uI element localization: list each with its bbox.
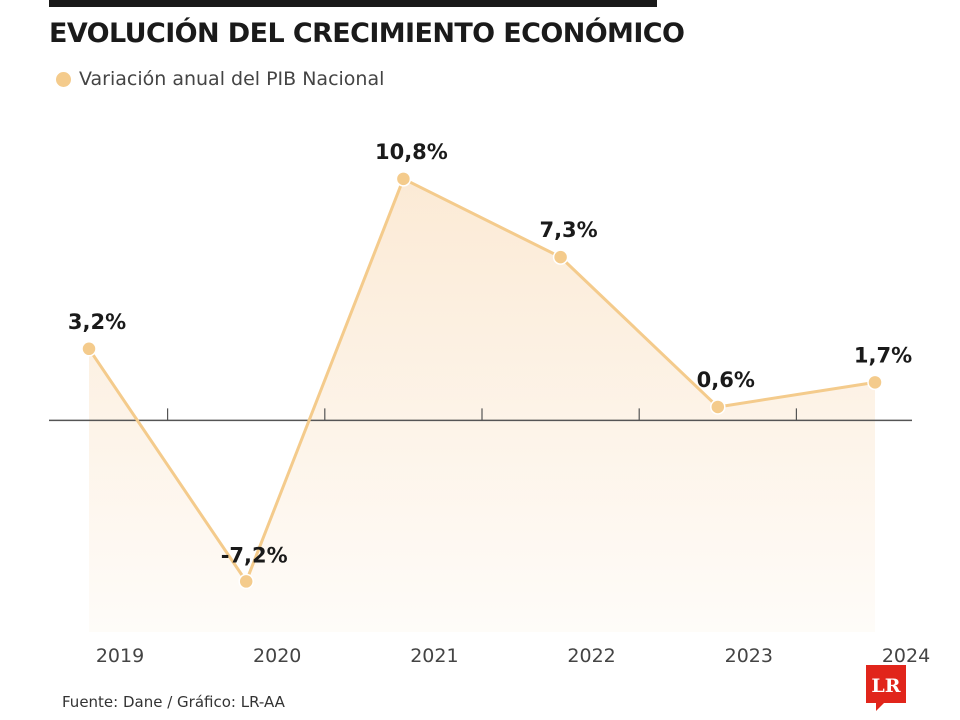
data-point-2023	[710, 399, 726, 415]
x-tick-label-2021: 2021	[410, 645, 458, 667]
area-fill	[89, 178, 875, 632]
data-label-2023: 0,6%	[697, 368, 755, 392]
data-label-2021: 10,8%	[375, 140, 448, 164]
legend: Variación anual del PIB Nacional	[56, 68, 384, 90]
x-tick-label-2024: 2024	[882, 645, 930, 667]
data-label-2024: 1,7%	[854, 343, 912, 367]
legend-label: Variación anual del PIB Nacional	[79, 68, 385, 90]
series-line	[87, 177, 876, 583]
data-label-2020: -7,2%	[221, 543, 288, 567]
x-tick-label-2022: 2022	[567, 645, 615, 667]
data-point-2019	[81, 341, 97, 357]
data-point-2024	[867, 374, 883, 391]
chart-title: EVOLUCIÓN DEL CRECIMIENTO ECONÓMICO	[49, 18, 685, 49]
data-label-2019: 3,2%	[68, 310, 126, 334]
x-tick-label-2023: 2023	[725, 645, 773, 667]
x-tick-label-2020: 2020	[253, 645, 301, 667]
logo-text: LR	[871, 675, 900, 697]
source-note: Fuente: Dane / Gráfico: LR-AA	[62, 693, 285, 711]
x-tick-label-2019: 2019	[96, 645, 144, 667]
title-bar	[49, 0, 657, 7]
data-point-2020	[238, 573, 254, 590]
data-point-2021	[395, 171, 412, 187]
legend-marker	[56, 71, 71, 87]
data-label-2022: 7,3%	[539, 218, 597, 242]
lr-logo: LR	[866, 665, 906, 711]
data-point-2022	[552, 249, 569, 265]
